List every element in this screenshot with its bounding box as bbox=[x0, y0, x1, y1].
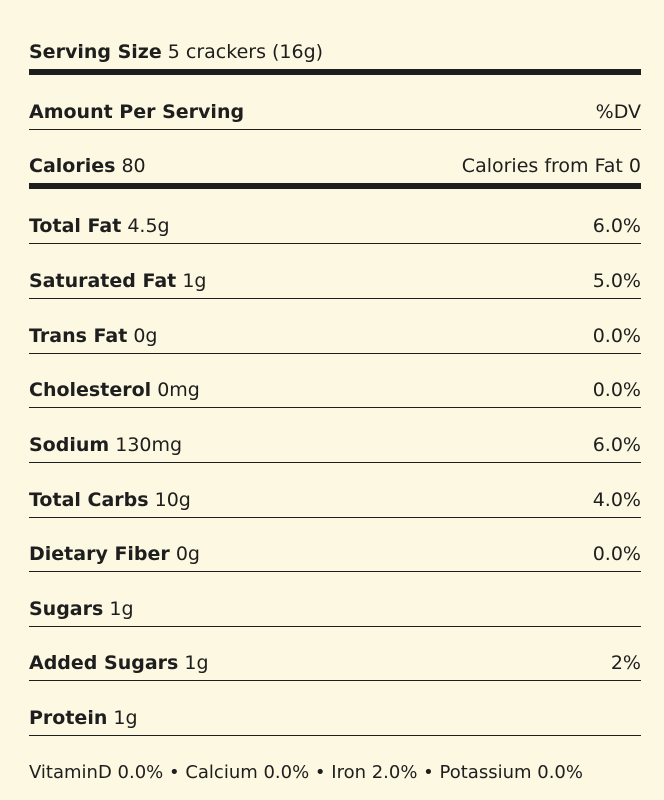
nutrient-row-total-fat: Total Fat 4.5g 6.0% bbox=[29, 214, 641, 238]
nutrient-label: Sugars bbox=[29, 598, 104, 620]
divider bbox=[29, 571, 641, 572]
nutrient-amount: 0mg bbox=[157, 379, 200, 401]
nutrient-row-dietary-fiber: Dietary Fiber 0g 0.0% bbox=[29, 542, 641, 566]
nutrient-label: Saturated Fat bbox=[29, 270, 177, 292]
nutrient-dv: 6.0% bbox=[592, 434, 641, 456]
nutrient-row-sugars: Sugars 1g bbox=[29, 597, 641, 621]
divider bbox=[29, 298, 641, 299]
nutrient-row-sodium: Sodium 130mg 6.0% bbox=[29, 433, 641, 457]
divider bbox=[29, 462, 641, 463]
nutrient-amount: 0g bbox=[133, 325, 158, 347]
nutrient-label: Total Fat bbox=[29, 215, 122, 237]
nutrient-label: Trans Fat bbox=[29, 325, 128, 347]
calories-row: Calories 80 Calories from Fat 0 bbox=[29, 154, 641, 178]
nutrient-dv: 2% bbox=[610, 652, 641, 674]
nutrient-amount: 1g bbox=[113, 707, 138, 729]
nutrient-amount: 4.5g bbox=[127, 215, 170, 237]
nutrient-label: Added Sugars bbox=[29, 652, 179, 674]
calories-label: Calories bbox=[29, 155, 116, 177]
nutrient-dv: 5.0% bbox=[592, 270, 641, 292]
amount-per-serving-label: Amount Per Serving bbox=[29, 101, 245, 123]
divider bbox=[29, 243, 641, 244]
calories-from-fat: Calories from Fat 0 bbox=[461, 155, 641, 177]
nutrition-facts-panel: Serving Size 5 crackers (16g) Amount Per… bbox=[29, 0, 641, 800]
nutrient-amount: 0g bbox=[175, 543, 200, 565]
nutrient-dv: 0.0% bbox=[592, 543, 641, 565]
nutrient-amount: 130mg bbox=[115, 434, 183, 456]
nutrient-label: Dietary Fiber bbox=[29, 543, 170, 565]
divider bbox=[29, 129, 641, 130]
nutrient-amount: 1g bbox=[184, 652, 209, 674]
nutrient-row-cholesterol: Cholesterol 0mg 0.0% bbox=[29, 378, 641, 402]
amount-per-serving-row: Amount Per Serving %DV bbox=[29, 100, 641, 124]
serving-size-value: 5 crackers (16g) bbox=[167, 41, 324, 63]
nutrient-label: Total Carbs bbox=[29, 489, 149, 511]
divider bbox=[29, 407, 641, 408]
nutrient-label: Cholesterol bbox=[29, 379, 152, 401]
nutrient-row-saturated-fat: Saturated Fat 1g 5.0% bbox=[29, 269, 641, 293]
nutrient-row-total-carbs: Total Carbs 10g 4.0% bbox=[29, 488, 641, 512]
nutrient-label: Protein bbox=[29, 707, 108, 729]
dv-header: %DV bbox=[595, 101, 641, 123]
nutrient-label: Sodium bbox=[29, 434, 110, 456]
divider bbox=[29, 735, 641, 736]
divider bbox=[29, 517, 641, 518]
nutrient-dv: 4.0% bbox=[592, 489, 641, 511]
nutrient-dv: 6.0% bbox=[592, 215, 641, 237]
divider bbox=[29, 680, 641, 681]
nutrient-dv: 0.0% bbox=[592, 379, 641, 401]
nutrient-row-protein: Protein 1g bbox=[29, 706, 641, 730]
divider-thick bbox=[29, 183, 641, 189]
divider bbox=[29, 353, 641, 354]
nutrient-dv: 0.0% bbox=[592, 325, 641, 347]
vitamins-minerals-footer: VitaminD 0.0% • Calcium 0.0% • Iron 2.0%… bbox=[29, 762, 583, 783]
nutrient-amount: 1g bbox=[182, 270, 207, 292]
serving-size-label: Serving Size bbox=[29, 41, 162, 63]
nutrient-row-added-sugars: Added Sugars 1g 2% bbox=[29, 651, 641, 675]
divider bbox=[29, 626, 641, 627]
calories-value: 80 bbox=[121, 155, 146, 177]
divider-thick bbox=[29, 69, 641, 75]
serving-size-row: Serving Size 5 crackers (16g) bbox=[29, 40, 641, 64]
nutrient-amount: 1g bbox=[109, 598, 134, 620]
nutrient-row-trans-fat: Trans Fat 0g 0.0% bbox=[29, 324, 641, 348]
nutrient-amount: 10g bbox=[154, 489, 191, 511]
